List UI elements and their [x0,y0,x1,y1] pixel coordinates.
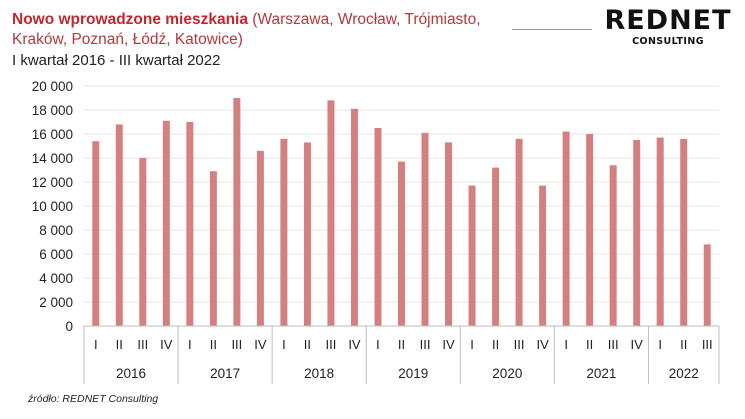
bar [562,131,570,326]
bar [303,142,311,326]
y-tick-label: 2 000 [39,295,73,310]
x-quarter-label: I [282,337,286,352]
x-year-label: 2019 [398,366,428,381]
x-quarter-label: III [137,337,148,352]
bar [633,140,641,326]
chart-title-bold: Nowo wprowadzone mieszkania [12,11,248,28]
x-year-label: 2018 [304,366,334,381]
bar [233,98,241,326]
x-quarter-label: I [376,337,380,352]
x-quarter-label: III [420,337,431,352]
x-quarter-label: III [231,337,242,352]
y-tick-label: 18 000 [32,103,73,118]
x-quarter-label: IV [348,337,361,352]
x-quarter-label: I [658,337,662,352]
source-note: źródło: REDNET Consulting [28,393,159,405]
bar [162,120,170,326]
x-quarter-label: IV [442,337,455,352]
bar [515,138,523,326]
x-quarter-label: II [116,337,123,352]
x-year-label: 2021 [586,366,616,381]
x-quarter-label: II [586,337,593,352]
bar [492,167,500,326]
bar [609,165,617,326]
bar [680,138,688,326]
y-tick-label: 0 [65,319,73,334]
bar [468,185,476,326]
x-year-label: 2016 [116,366,146,381]
bar [421,132,429,326]
x-quarter-label: II [492,337,499,352]
chart-subtitle: I kwartał 2016 - III kwartał 2022 [12,52,221,69]
x-quarter-label: II [398,337,405,352]
x-year-label: 2020 [492,366,522,381]
bar [350,108,358,326]
x-quarter-label: I [564,337,568,352]
y-tick-label: 10 000 [32,199,73,214]
chart-title-block: Nowo wprowadzone mieszkania (Warszawa, W… [12,10,512,71]
logo-wordmark: REDNET [604,5,732,36]
bar [256,150,264,326]
header-divider [512,29,592,30]
bar [209,171,217,326]
y-tick-label: 14 000 [32,151,73,166]
x-quarter-label: II [680,337,687,352]
bar [703,244,711,326]
x-quarter-label: III [514,337,525,352]
x-quarter-label: I [94,337,98,352]
x-quarter-label: III [702,337,713,352]
chart-title: Nowo wprowadzone mieszkania (Warszawa, W… [12,10,512,30]
x-quarter-label: IV [536,337,549,352]
chart-title-cities: (Warszawa, Wrocław, Trójmiasto, [248,11,481,28]
y-tick-label: 16 000 [32,127,73,142]
bar [186,122,194,326]
bar [398,161,405,326]
x-quarter-label: I [470,337,474,352]
x-quarter-label: II [210,337,217,352]
bar [586,134,594,326]
y-tick-label: 8 000 [39,223,73,238]
y-tick-label: 20 000 [32,79,73,94]
x-quarter-label: IV [631,337,644,352]
y-tick-label: 4 000 [39,271,73,286]
x-quarter-label: III [326,337,337,352]
bar [92,141,100,326]
bar [115,124,123,327]
bar [139,158,147,326]
x-quarter-label: IV [254,337,267,352]
bar [327,100,335,327]
bar [656,137,664,326]
y-tick-label: 12 000 [32,175,73,190]
x-quarter-label: IV [160,337,173,352]
x-year-label: 2022 [669,366,699,381]
x-quarter-label: III [608,337,619,352]
bar [374,128,382,326]
y-tick-label: 6 000 [39,247,73,262]
bar [280,138,288,326]
x-quarter-label: I [188,337,192,352]
x-quarter-label: II [304,337,311,352]
chart-title-cities-line2: Kraków, Poznań, Łódź, Katowice) [12,31,243,48]
bar [539,185,547,326]
logo-tagline: CONSULTING [632,36,704,47]
rednet-logo: REDNET CONSULTING [602,6,734,48]
bar [445,142,453,326]
x-year-label: 2017 [210,366,240,381]
